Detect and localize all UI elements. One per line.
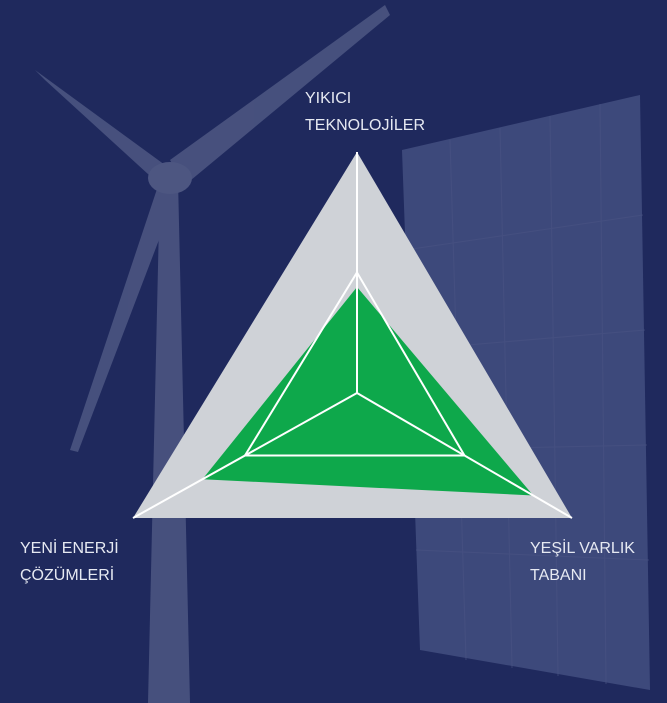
backdrop-illustration <box>35 5 650 703</box>
radar-plot: YIKICI TEKNOLOJİLER YEŞİL VARLIK TABANI YENİ… <box>20 90 635 584</box>
axis-label: YEŞİL VARLIK <box>530 538 635 557</box>
axis-label: YIKICI <box>305 90 351 107</box>
turbine-blade <box>170 5 390 185</box>
axis-label: ÇÖZÜMLERİ <box>20 565 114 584</box>
grid-line <box>243 270 467 457</box>
axis-label: TEKNOLOJİLER <box>305 115 425 134</box>
axis-label: TABANI <box>530 567 587 584</box>
radar-area <box>202 286 534 496</box>
turbine-blade <box>70 180 178 452</box>
turbine-hub <box>148 162 192 194</box>
axis-label: YENİ ENERJİ <box>20 538 119 557</box>
solar-panel <box>402 95 650 690</box>
turbine-tower <box>148 180 190 703</box>
turbine-blade <box>35 70 165 185</box>
